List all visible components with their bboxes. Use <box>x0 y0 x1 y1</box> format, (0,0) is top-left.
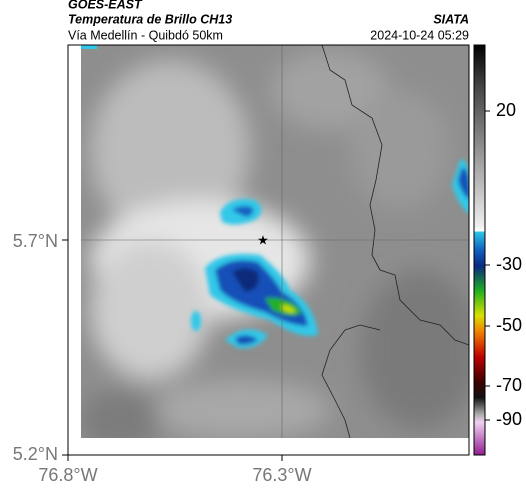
lat-label: 5.2°N <box>13 444 58 464</box>
satellite: GOES-EAST <box>68 0 143 11</box>
city-marker: ★ <box>257 232 269 247</box>
colorbar-tick: -70 <box>496 375 522 395</box>
colorbar-tick: -50 <box>496 315 522 335</box>
colorbar-tick: -30 <box>496 254 522 274</box>
colorbar-tick: 20 <box>496 100 516 120</box>
datetime: 2024-10-24 05:29 <box>370 28 469 42</box>
product: Temperatura de Brillo CH13 <box>68 12 232 26</box>
lat-label: 5.7°N <box>13 231 58 251</box>
lon-label: 76.8°W <box>38 465 97 485</box>
lon-label: 76.3°W <box>252 465 311 485</box>
satellite-image <box>81 45 469 438</box>
colorbar-tick: -90 <box>496 409 522 429</box>
colorbar <box>473 44 486 456</box>
source: SIATA <box>433 12 469 26</box>
region: Vía Medellín - Quibdó 50km <box>68 28 223 42</box>
